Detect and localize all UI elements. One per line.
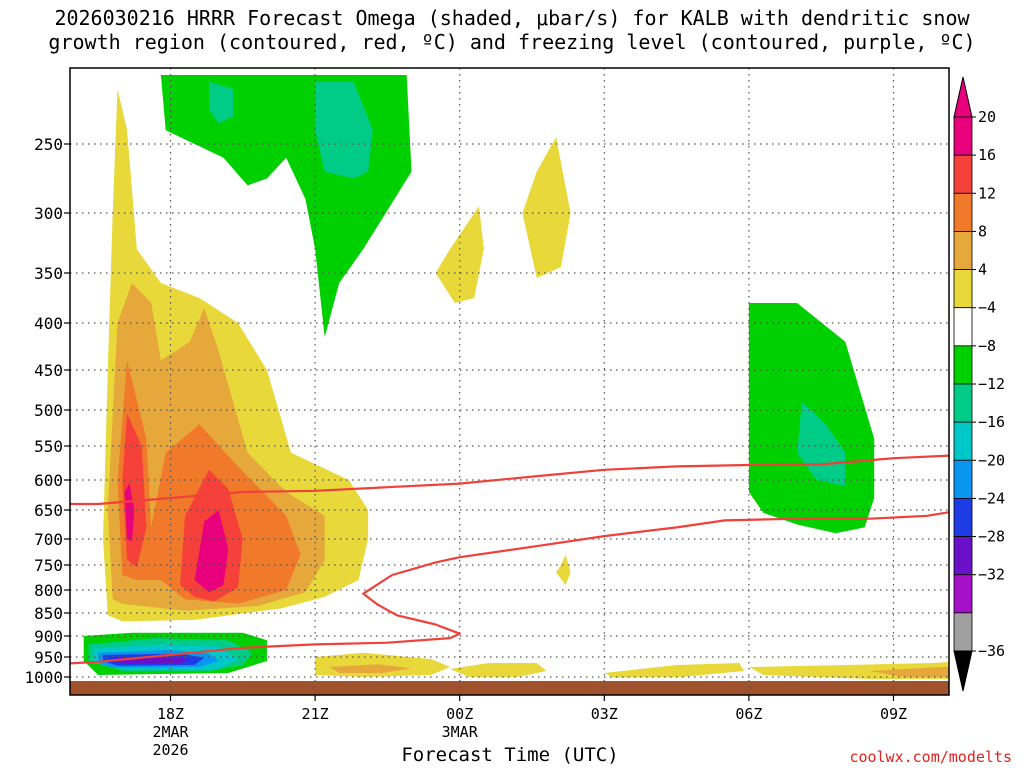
ytick-label-800: 800	[34, 581, 63, 600]
colorbar-bin-4	[953, 269, 973, 309]
rising-left-magenta-region	[124, 483, 135, 542]
ytick-label-300: 300	[34, 204, 63, 223]
colorbar-label-7: −12	[978, 375, 1005, 393]
colorbar-bin-10	[953, 498, 973, 537]
colorbar-under-arrow	[953, 650, 973, 692]
colorbar-bin-6	[953, 345, 973, 385]
gridlines	[70, 68, 949, 695]
title-line-2: growth region (contoured, red, ºC) and f…	[48, 30, 976, 54]
ytick-label-550: 550	[34, 437, 63, 456]
colorbar-bin-3	[953, 231, 973, 270]
colorbar-label-3: 8	[978, 222, 987, 240]
sinking-upper-teal-region	[209, 81, 234, 124]
xtick-label-03Z: 03Z	[591, 705, 618, 723]
colorbar-label-5: −4	[978, 299, 996, 317]
ytick-label-700: 700	[34, 530, 63, 549]
colorbar-label-10: −24	[978, 489, 1005, 507]
title-line-1: 2026030216 HRRR Forecast Omega (shaded, …	[54, 6, 970, 30]
rising-mid-yellow-region	[522, 137, 571, 278]
x-axis-label: Forecast Time (UTC)	[401, 744, 619, 766]
colorbar-over-arrow	[953, 76, 973, 118]
ground-layer	[70, 681, 949, 695]
ytick-label-650: 650	[34, 501, 63, 520]
ytick-label-850: 850	[34, 604, 63, 623]
xtick-year-18Z: 2026	[152, 741, 188, 759]
ytick-label-400: 400	[34, 314, 63, 333]
colorbar-label-13: −36	[978, 642, 1005, 660]
dendritic-upper-line	[70, 454, 949, 506]
ytick-label-450: 450	[34, 361, 63, 380]
colorbar-bin-5	[953, 307, 973, 347]
rising-low-gold-region	[329, 664, 412, 673]
rising-low-yellow-region	[604, 663, 745, 678]
dendritic-lower-line	[70, 511, 949, 665]
colorbar-label-11: −28	[978, 528, 1005, 546]
xtick-date-00Z: 3MAR	[442, 723, 479, 741]
y-axis: 250 300 350 400 450 500 550 600 650 700 750 800 850 9…	[24, 135, 70, 687]
colorbar-bin-0	[953, 116, 973, 156]
ground-strip	[70, 681, 949, 695]
plot-frame	[69, 67, 950, 696]
dendritic-contours	[70, 454, 949, 665]
colorbar-label-4: 4	[978, 261, 987, 279]
ytick-label-250: 250	[34, 135, 63, 154]
colorbar-label-2: 12	[978, 184, 996, 202]
ytick-label-350: 350	[34, 264, 63, 283]
colorbar: 20 16 12 8 4 −4 −8 −12 −16 −20 −24 −28 −32 −36	[953, 76, 1005, 692]
rising-low-gold-region	[869, 666, 949, 677]
rising-mid-yellow-region	[556, 554, 571, 585]
colorbar-bin-7	[953, 383, 973, 423]
xtick-label-06Z: 06Z	[735, 705, 762, 723]
colorbar-bin-12	[953, 574, 973, 614]
ytick-label-500: 500	[34, 401, 63, 420]
chart-title: 2026030216 HRRR Forecast Omega (shaded, …	[0, 6, 1024, 54]
colorbar-label-0: 20	[978, 108, 996, 126]
colorbar-bin-9	[953, 459, 973, 499]
colorbar-label-9: −20	[978, 451, 1005, 469]
xtick-label-21Z: 21Z	[302, 705, 329, 723]
colorbar-label-1: 16	[978, 146, 996, 164]
colorbar-label-12: −32	[978, 566, 1005, 584]
colorbar-bin-13	[953, 612, 973, 652]
colorbar-label-6: −8	[978, 337, 996, 355]
ytick-label-950: 950	[34, 648, 63, 667]
omega-shading	[83, 75, 949, 679]
xtick-label-18Z: 18Z	[157, 705, 184, 723]
ytick-label-900: 900	[34, 627, 63, 646]
ytick-label-1000: 1000	[24, 668, 63, 687]
colorbar-bin-11	[953, 536, 973, 576]
ytick-label-600: 600	[34, 471, 63, 490]
xtick-label-09Z: 09Z	[880, 705, 907, 723]
colorbar-bin-1	[953, 154, 973, 194]
colorbar-bin-8	[953, 421, 973, 461]
ytick-label-750: 750	[34, 556, 63, 575]
xtick-label-00Z: 00Z	[446, 705, 473, 723]
colorbar-label-8: −16	[978, 413, 1005, 431]
rising-low-yellow-region	[450, 663, 547, 677]
rising-left-magenta-region	[194, 510, 229, 593]
xtick-date-18Z: 2MAR	[152, 723, 189, 741]
colorbar-bin-2	[953, 192, 973, 232]
credit-link[interactable]: coolwx.com/modelts	[849, 748, 1012, 766]
sinking-upper-teal-region	[315, 81, 373, 179]
